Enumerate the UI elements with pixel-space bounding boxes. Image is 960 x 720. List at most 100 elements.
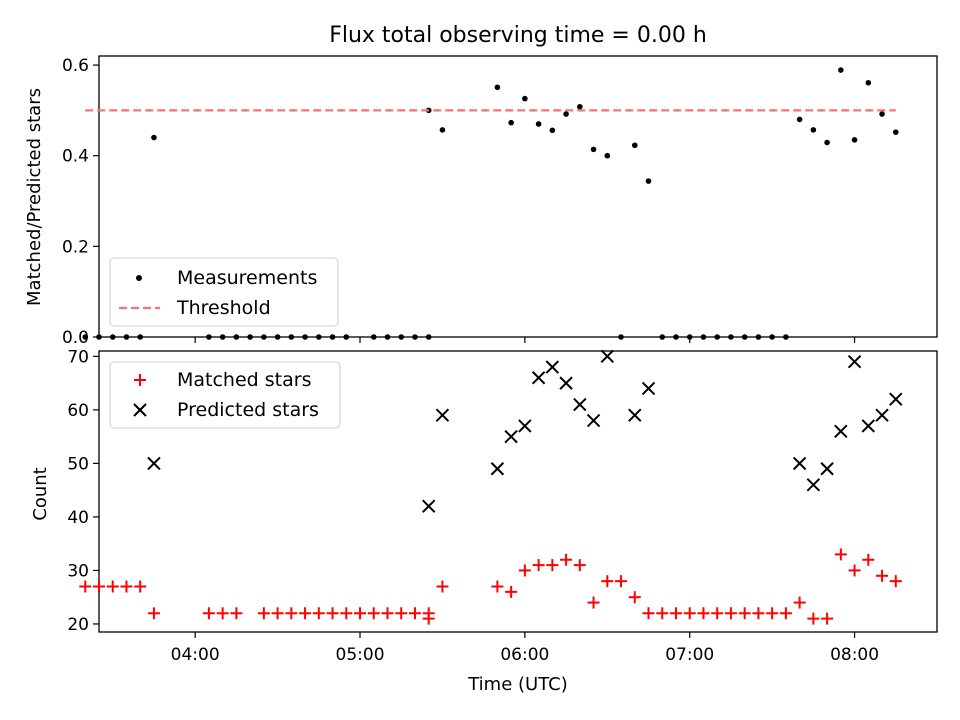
measurement-point — [439, 127, 446, 133]
measurement-point — [233, 334, 240, 340]
predicted-star-point — [504, 429, 518, 444]
matched-star-point — [779, 607, 792, 620]
matched-star-point — [381, 607, 394, 620]
matched-star-point — [299, 607, 312, 620]
measurement-point — [590, 146, 597, 153]
legend-measurements-marker — [136, 275, 142, 281]
predicted-star-point — [889, 392, 903, 406]
bottom-legend: Matched stars Predicted stars — [109, 361, 341, 429]
matched-star-point — [505, 585, 518, 598]
measurement-point — [261, 334, 267, 340]
matched-star-point — [312, 607, 325, 620]
matched-star-point — [93, 580, 105, 593]
matched-star-point — [793, 596, 806, 609]
measurement-point — [796, 116, 803, 123]
measurement-point — [659, 334, 666, 340]
matched-star-point — [120, 580, 133, 593]
predicted-star-point — [573, 397, 587, 412]
top-y-axis-label: Matched/Predicted stars — [24, 88, 45, 306]
measurement-point — [618, 334, 624, 340]
matched-star-point — [889, 575, 902, 588]
matched-star-point — [202, 607, 215, 620]
predicted-star-point — [545, 360, 560, 374]
measurement-point — [398, 334, 405, 340]
measurement-point — [412, 334, 418, 340]
bottom-panel: 20 30 40 50 60 70 04:00 05:00 06:00 07:00 08:00 C… — [30, 347, 938, 695]
measurement-point — [508, 119, 514, 126]
predicted-star-point — [847, 354, 862, 369]
measurement-point — [288, 334, 295, 340]
predicted-star-point — [792, 456, 807, 471]
measurement-point — [728, 334, 734, 340]
predicted-star-point — [490, 462, 505, 476]
measurement-point — [384, 334, 391, 340]
matched-star-point — [326, 607, 339, 620]
y-tick-label: 60 — [67, 401, 89, 421]
top-plot-frame — [98, 55, 938, 338]
measurement-point — [741, 334, 748, 340]
matched-star-point — [601, 575, 614, 588]
predicted-star-point — [641, 381, 656, 396]
matched-star-point — [669, 607, 682, 620]
measurement-point — [247, 334, 253, 340]
measurement-point — [892, 129, 899, 135]
measurement-point — [810, 127, 817, 133]
measurement-point — [109, 334, 116, 340]
predicted-star-point — [435, 408, 450, 422]
matched-star-point — [422, 612, 435, 625]
matched-star-point — [642, 607, 655, 620]
matched-star-point — [656, 607, 669, 620]
measurement-point — [316, 334, 322, 340]
y-tick-label: 20 — [67, 615, 89, 635]
top-legend-box — [109, 257, 339, 327]
matched-star-point — [876, 569, 889, 582]
measurement-point — [206, 334, 212, 340]
measurement-point — [673, 334, 679, 340]
top-y-ticks: 0.0 0.2 0.4 0.6 — [62, 56, 99, 348]
measurement-point — [302, 334, 308, 340]
legend-predicted-marker — [133, 403, 147, 417]
x-tick-label: 08:00 — [830, 645, 879, 665]
matched-star-point — [271, 607, 284, 620]
matched-star-point — [587, 596, 600, 609]
y-tick-label: 50 — [67, 454, 89, 474]
measurement-point — [96, 334, 102, 340]
legend-measurements-label: Measurements — [177, 267, 317, 289]
legend-matched-label: Matched stars — [177, 369, 311, 391]
predicted-star-point — [531, 371, 546, 385]
measurement-point — [425, 334, 432, 340]
predicted-star-point — [600, 349, 615, 364]
predicted-star-point — [147, 456, 161, 471]
legend-predicted-label: Predicted stars — [177, 399, 319, 421]
measurement-point — [137, 334, 144, 340]
matched-star-point — [546, 559, 559, 572]
measurement-point — [535, 121, 542, 127]
matched-star-point — [79, 580, 92, 593]
measurement-point — [370, 334, 377, 340]
matched-star-point — [683, 607, 696, 620]
matched-star-point — [724, 607, 737, 620]
measurement-point — [274, 334, 281, 340]
y-tick-label: 0.2 — [62, 237, 89, 257]
measurement-point — [865, 79, 872, 86]
matched-star-point — [834, 548, 847, 561]
legend-threshold-label: Threshold — [176, 297, 271, 319]
predicted-star-point — [559, 376, 573, 390]
matched-star-point — [106, 580, 119, 593]
matched-star-point — [257, 607, 270, 620]
measurement-point — [82, 334, 89, 340]
matched-star-point — [436, 580, 449, 593]
measurement-point — [219, 334, 226, 340]
y-tick-label: 0.6 — [62, 56, 89, 76]
matched-star-point — [615, 575, 628, 588]
matched-star-point — [340, 607, 353, 620]
measurement-point — [755, 334, 762, 340]
matched-star-point — [573, 559, 586, 572]
bottom-series — [79, 349, 903, 625]
matched-star-point — [518, 564, 531, 577]
measurement-point — [577, 103, 583, 110]
matched-star-point — [395, 607, 408, 620]
matched-star-point — [354, 607, 367, 620]
y-tick-label: 30 — [67, 561, 89, 581]
